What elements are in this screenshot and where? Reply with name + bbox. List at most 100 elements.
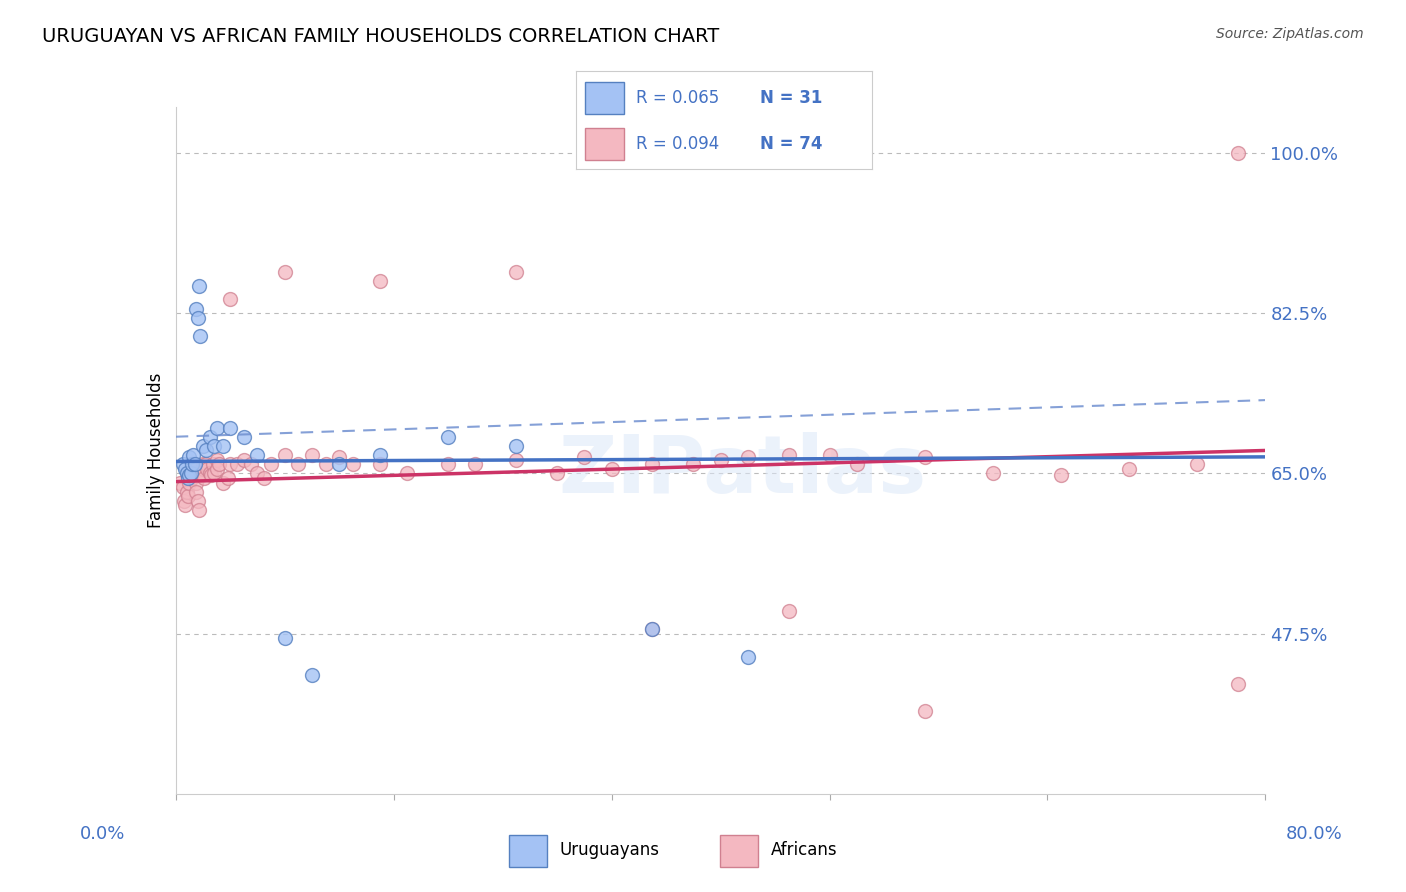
Point [186, 493, 209, 508]
Point [287, 457, 309, 471]
Point [177, 489, 200, 503]
Point [1227, 145, 1250, 160]
Point [914, 705, 936, 719]
Point [1118, 462, 1140, 476]
Point [253, 471, 276, 485]
Point [546, 467, 568, 481]
Point [260, 457, 283, 471]
Text: 0.0%: 0.0% [80, 825, 125, 843]
Point [187, 503, 209, 517]
Point [176, 484, 198, 499]
Point [198, 467, 221, 481]
Y-axis label: Family Households: Family Households [146, 373, 165, 528]
Point [188, 467, 211, 481]
Point [1227, 677, 1250, 691]
Point [198, 430, 221, 444]
Point [186, 484, 208, 499]
Point [505, 439, 527, 453]
Point [201, 457, 224, 471]
Point [181, 471, 204, 485]
Point [342, 457, 364, 471]
Text: Africans: Africans [770, 840, 837, 859]
Point [193, 471, 215, 485]
Point [172, 457, 194, 471]
Point [1050, 468, 1073, 483]
Point [174, 499, 197, 513]
Point [641, 622, 664, 636]
Point [778, 604, 800, 618]
Text: N = 31: N = 31 [759, 89, 823, 107]
Point [246, 448, 269, 462]
Point [737, 649, 759, 664]
Point [186, 475, 208, 490]
Point [710, 452, 733, 467]
Point [981, 467, 1004, 481]
Point [219, 293, 242, 307]
Point [176, 467, 198, 481]
Point [180, 457, 202, 471]
Point [184, 462, 207, 476]
Point [301, 668, 323, 682]
Point [396, 467, 419, 481]
Point [179, 467, 201, 481]
Point [205, 452, 228, 467]
Point [505, 452, 527, 467]
Text: Source: ZipAtlas.com: Source: ZipAtlas.com [1216, 27, 1364, 41]
Point [217, 471, 239, 485]
Point [200, 468, 222, 483]
Point [191, 439, 214, 453]
Point [914, 450, 936, 464]
Point [190, 468, 212, 483]
Point [845, 457, 868, 471]
Point [186, 310, 209, 325]
Point [328, 457, 350, 471]
Point [191, 457, 214, 471]
Point [169, 475, 191, 490]
Point [574, 450, 596, 464]
Point [212, 475, 235, 490]
Point [315, 457, 337, 471]
Point [177, 471, 200, 485]
Point [505, 265, 527, 279]
Point [219, 457, 242, 471]
FancyBboxPatch shape [585, 82, 624, 113]
Text: 80.0%: 80.0% [1286, 825, 1343, 843]
Point [194, 457, 217, 471]
Point [212, 439, 235, 453]
Point [274, 631, 297, 645]
FancyBboxPatch shape [585, 128, 624, 160]
Point [368, 457, 391, 471]
Point [191, 462, 214, 476]
Point [246, 467, 269, 481]
Text: URUGUAYAN VS AFRICAN FAMILY HOUSEHOLDS CORRELATION CHART: URUGUAYAN VS AFRICAN FAMILY HOUSEHOLDS C… [42, 27, 720, 45]
Point [1187, 457, 1209, 471]
Point [179, 468, 201, 483]
Point [179, 450, 201, 464]
Point [328, 450, 350, 464]
Point [737, 450, 759, 464]
Point [179, 475, 201, 490]
Point [183, 467, 205, 481]
Point [187, 278, 209, 293]
Text: R = 0.094: R = 0.094 [636, 135, 718, 153]
Point [641, 457, 664, 471]
Point [437, 457, 460, 471]
Point [205, 462, 228, 476]
Point [202, 467, 225, 481]
Point [183, 448, 205, 462]
Point [232, 430, 254, 444]
Point [274, 448, 297, 462]
Text: Uruguayans: Uruguayans [560, 840, 659, 859]
Point [181, 457, 204, 471]
Point [184, 457, 207, 471]
Point [778, 448, 800, 462]
Point [205, 420, 228, 434]
Text: R = 0.065: R = 0.065 [636, 89, 718, 107]
Point [172, 480, 194, 494]
Point [682, 457, 704, 471]
Point [600, 462, 623, 476]
Point [186, 301, 208, 316]
Text: N = 74: N = 74 [759, 135, 823, 153]
FancyBboxPatch shape [509, 835, 547, 867]
Point [226, 457, 249, 471]
